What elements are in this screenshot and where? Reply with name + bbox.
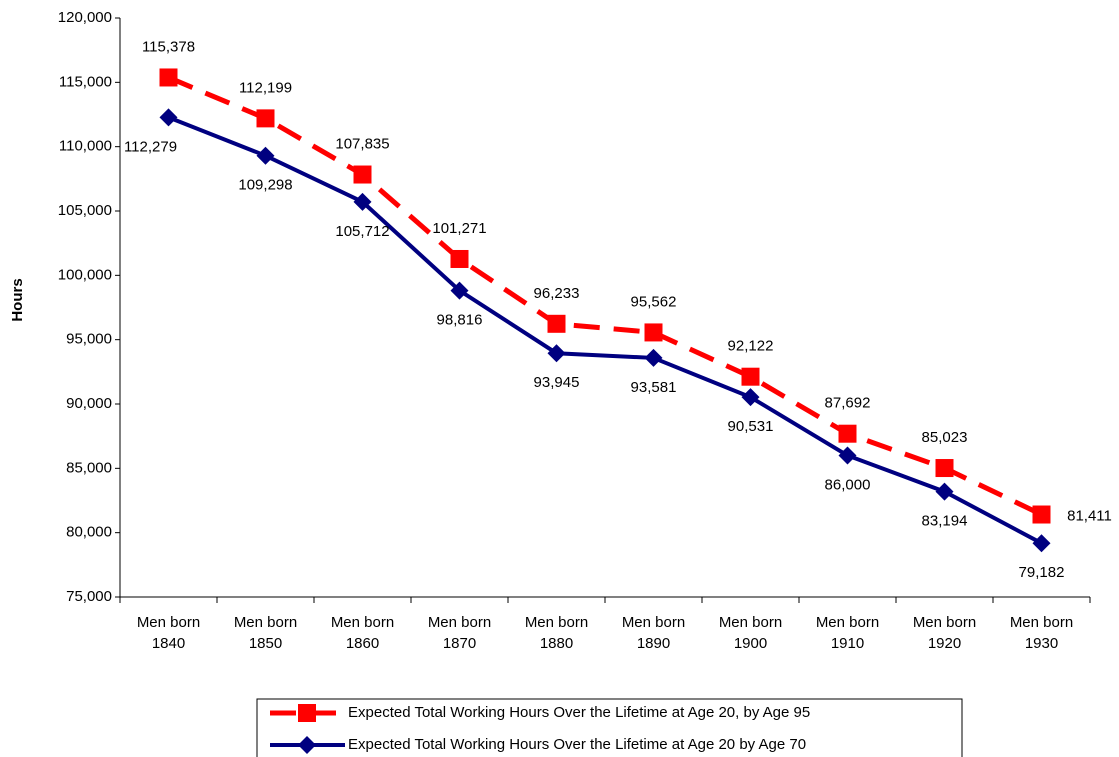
data-label: 115,378 <box>142 38 195 55</box>
legend-label: Expected Total Working Hours Over the Li… <box>348 704 810 721</box>
x-tick-label: Men born 1880 <box>525 614 588 652</box>
marker <box>741 367 760 386</box>
y-tick-label: 80,000 <box>66 524 112 541</box>
x-tick-label: Men born 1920 <box>913 614 976 652</box>
legend-box <box>256 698 963 757</box>
marker <box>159 108 178 127</box>
data-label: 87,692 <box>825 395 871 412</box>
data-label: 101,271 <box>432 220 486 237</box>
data-label: 112,279 <box>124 138 177 155</box>
marker <box>450 281 469 300</box>
marker <box>935 459 954 478</box>
marker <box>935 482 954 501</box>
data-label: 112,199 <box>239 79 292 96</box>
x-tick-label: Men born 1840 <box>137 614 200 652</box>
marker <box>1032 534 1051 553</box>
x-tick-label: Men born 1900 <box>719 614 782 652</box>
y-axis-label: Hours <box>9 278 26 321</box>
data-label: 105,712 <box>335 223 389 240</box>
y-tick-label: 110,000 <box>59 138 112 155</box>
data-label: 95,562 <box>631 293 677 310</box>
marker <box>547 314 566 333</box>
marker <box>741 388 760 407</box>
marker <box>644 348 663 367</box>
marker <box>838 446 857 465</box>
x-tick-label: Men born 1860 <box>331 614 394 652</box>
data-label: 96,233 <box>534 285 580 302</box>
y-tick-label: 105,000 <box>58 202 112 219</box>
data-label: 98,816 <box>437 312 483 329</box>
marker <box>644 323 663 342</box>
series-line <box>167 115 1043 545</box>
data-label: 92,122 <box>728 338 774 355</box>
x-tick-label: Men born 1910 <box>816 614 879 652</box>
marker <box>256 109 275 128</box>
data-label: 93,581 <box>631 379 677 396</box>
data-label: 93,945 <box>534 374 580 391</box>
legend-marker <box>298 704 316 722</box>
marker <box>256 146 275 165</box>
data-label: 90,531 <box>728 418 774 435</box>
y-tick-label: 90,000 <box>66 395 112 412</box>
y-tick-label: 85,000 <box>66 459 112 476</box>
y-tick-label: 100,000 <box>58 266 112 283</box>
data-label: 81,411 <box>1067 507 1112 524</box>
x-tick-label: Men born 1870 <box>428 614 491 652</box>
series-line <box>167 75 1043 517</box>
marker <box>547 344 566 363</box>
marker <box>838 424 857 443</box>
data-label: 107,835 <box>335 135 389 152</box>
data-label: 109,298 <box>238 177 292 194</box>
marker <box>353 165 372 184</box>
x-tick-label: Men born 1850 <box>234 614 297 652</box>
x-tick-label: Men born 1890 <box>622 614 685 652</box>
marker <box>450 249 469 268</box>
data-label: 83,194 <box>922 513 968 530</box>
marker <box>1032 505 1051 524</box>
data-label: 79,182 <box>1019 564 1065 581</box>
y-tick-label: 75,000 <box>66 588 112 605</box>
y-tick-label: 95,000 <box>66 331 112 348</box>
marker <box>353 192 372 211</box>
data-label: 86,000 <box>825 476 871 493</box>
x-tick-label: Men born 1930 <box>1010 614 1073 652</box>
marker <box>159 68 178 87</box>
legend-marker <box>298 736 316 754</box>
y-tick-label: 115,000 <box>59 73 112 90</box>
data-label: 85,023 <box>922 429 968 446</box>
legend-label: Expected Total Working Hours Over the Li… <box>348 736 806 753</box>
y-tick-label: 120,000 <box>58 9 112 26</box>
